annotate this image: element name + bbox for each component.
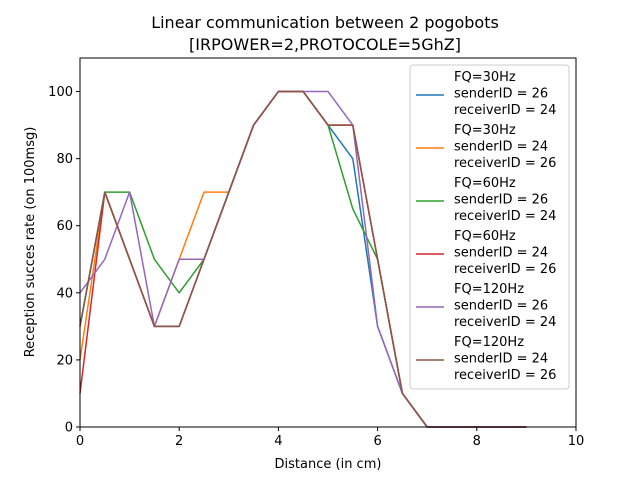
- legend-label-3-line-2: senderID = 26: [454, 193, 548, 208]
- legend-label-1-line-3: receiverID = 24: [454, 103, 556, 118]
- y-tick-label: 20: [56, 353, 73, 368]
- legend-label-4-line-1: FQ=60Hz: [454, 229, 516, 244]
- x-tick-label: 6: [373, 434, 381, 449]
- legend-frame: [409, 64, 570, 390]
- legend-label-6-line-1: FQ=120Hz: [454, 335, 524, 350]
- chart-title-line-1: Linear communication between 2 pogobots: [151, 13, 499, 32]
- chart-title-line-2: [IRPOWER=2,PROTOCOLE=5GhZ]: [189, 35, 461, 54]
- legend-label-2-line-1: FQ=30Hz: [454, 123, 516, 138]
- legend-label-5-line-1: FQ=120Hz: [454, 282, 524, 297]
- legend-label-1-line-1: FQ=30Hz: [454, 70, 516, 85]
- legend-label-3-line-1: FQ=60Hz: [454, 176, 516, 191]
- x-tick-label: 2: [175, 434, 183, 449]
- x-tick-label: 0: [76, 434, 84, 449]
- x-tick-label: 4: [274, 434, 282, 449]
- y-tick-label: 80: [56, 152, 73, 167]
- legend-label-2-line-3: receiverID = 26: [454, 156, 556, 171]
- x-axis-label: Distance (in cm): [275, 457, 382, 472]
- legend-label-6-line-3: receiverID = 26: [454, 368, 556, 383]
- x-tick-label: 8: [473, 434, 481, 449]
- y-tick-label: 0: [65, 421, 73, 436]
- y-tick-label: 40: [56, 286, 73, 301]
- legend-label-4-line-3: receiverID = 26: [454, 262, 556, 277]
- legend-label-4-line-2: senderID = 24: [454, 246, 548, 261]
- y-tick-label: 60: [56, 219, 73, 234]
- legend-label-3-line-3: receiverID = 24: [454, 209, 556, 224]
- y-tick-label: 100: [48, 85, 73, 100]
- legend-label-2-line-2: senderID = 24: [454, 140, 548, 155]
- y-axis-label: Reception succes rate (on 100msg): [23, 127, 38, 358]
- legend-label-6-line-2: senderID = 24: [454, 352, 548, 367]
- legend-label-5-line-3: receiverID = 24: [454, 315, 556, 330]
- plot-frame: [79, 57, 577, 428]
- legend-label-1-line-2: senderID = 26: [454, 87, 548, 102]
- legend-label-5-line-2: senderID = 26: [454, 299, 548, 314]
- x-tick-label: 10: [568, 434, 585, 449]
